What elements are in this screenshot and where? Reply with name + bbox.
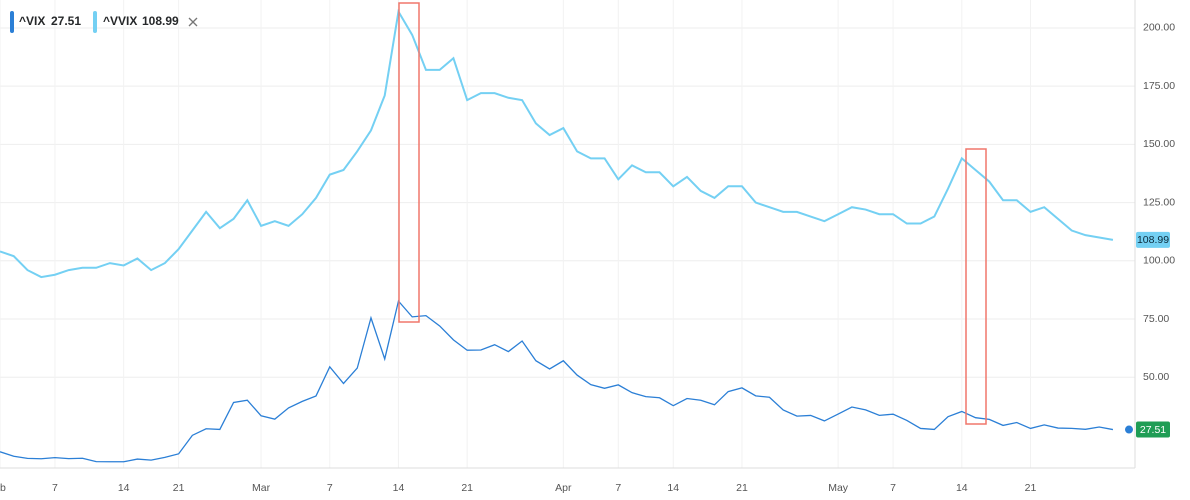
y-tick-label: 50.00 xyxy=(1143,371,1169,383)
x-tick-label: 14 xyxy=(956,482,968,494)
x-tick-label: Mar xyxy=(252,482,271,494)
plot xyxy=(0,8,1133,463)
x-tick-label: 21 xyxy=(1025,482,1037,494)
value-badge-label: 27.51 xyxy=(1140,424,1166,436)
highlight-box xyxy=(965,148,987,425)
x-tick-label: 14 xyxy=(118,482,130,494)
value-badge-label: 108.99 xyxy=(1137,234,1169,246)
x-tick-label: May xyxy=(828,482,849,494)
series-line xyxy=(0,8,1114,279)
grid xyxy=(0,0,1135,468)
highlight-box xyxy=(398,2,420,323)
x-tick-label: 7 xyxy=(615,482,621,494)
y-tick-label: 150.00 xyxy=(1143,138,1175,150)
last-point xyxy=(1125,425,1133,434)
legend: ^VIX 27.51 ^VVIX 108.99 xyxy=(10,11,198,33)
x-tick-label: 14 xyxy=(667,482,679,494)
x-tick-label: eb xyxy=(0,482,6,494)
x-tick-label: 21 xyxy=(461,482,473,494)
value-badge xyxy=(1136,421,1170,438)
x-tick-label: 14 xyxy=(393,482,405,494)
legend-value: 108.99 xyxy=(142,14,179,28)
y-tick-label: 100.00 xyxy=(1143,255,1175,267)
value-badge xyxy=(1136,231,1170,248)
y-tick-label: 75.00 xyxy=(1143,313,1169,325)
x-tick-label: 21 xyxy=(736,482,748,494)
x-tick-label: 7 xyxy=(52,482,58,494)
y-tick-label: 125.00 xyxy=(1143,196,1175,208)
x-tick-label: 21 xyxy=(173,482,185,494)
x-tick-label: Apr xyxy=(555,482,572,494)
series-line xyxy=(0,299,1114,463)
x-tick-label: 7 xyxy=(890,482,896,494)
legend-swatch xyxy=(10,11,14,33)
remove-button[interactable] xyxy=(188,17,198,27)
x-tick-label: 7 xyxy=(327,482,333,494)
legend-label: ^VIX xyxy=(19,14,45,28)
legend-label: ^VVIX xyxy=(103,14,137,28)
legend-value: 27.51 xyxy=(51,14,81,28)
y-tick-label: 200.00 xyxy=(1143,22,1175,34)
legend-swatch xyxy=(93,11,97,33)
y-tick-label: 175.00 xyxy=(1143,80,1175,92)
